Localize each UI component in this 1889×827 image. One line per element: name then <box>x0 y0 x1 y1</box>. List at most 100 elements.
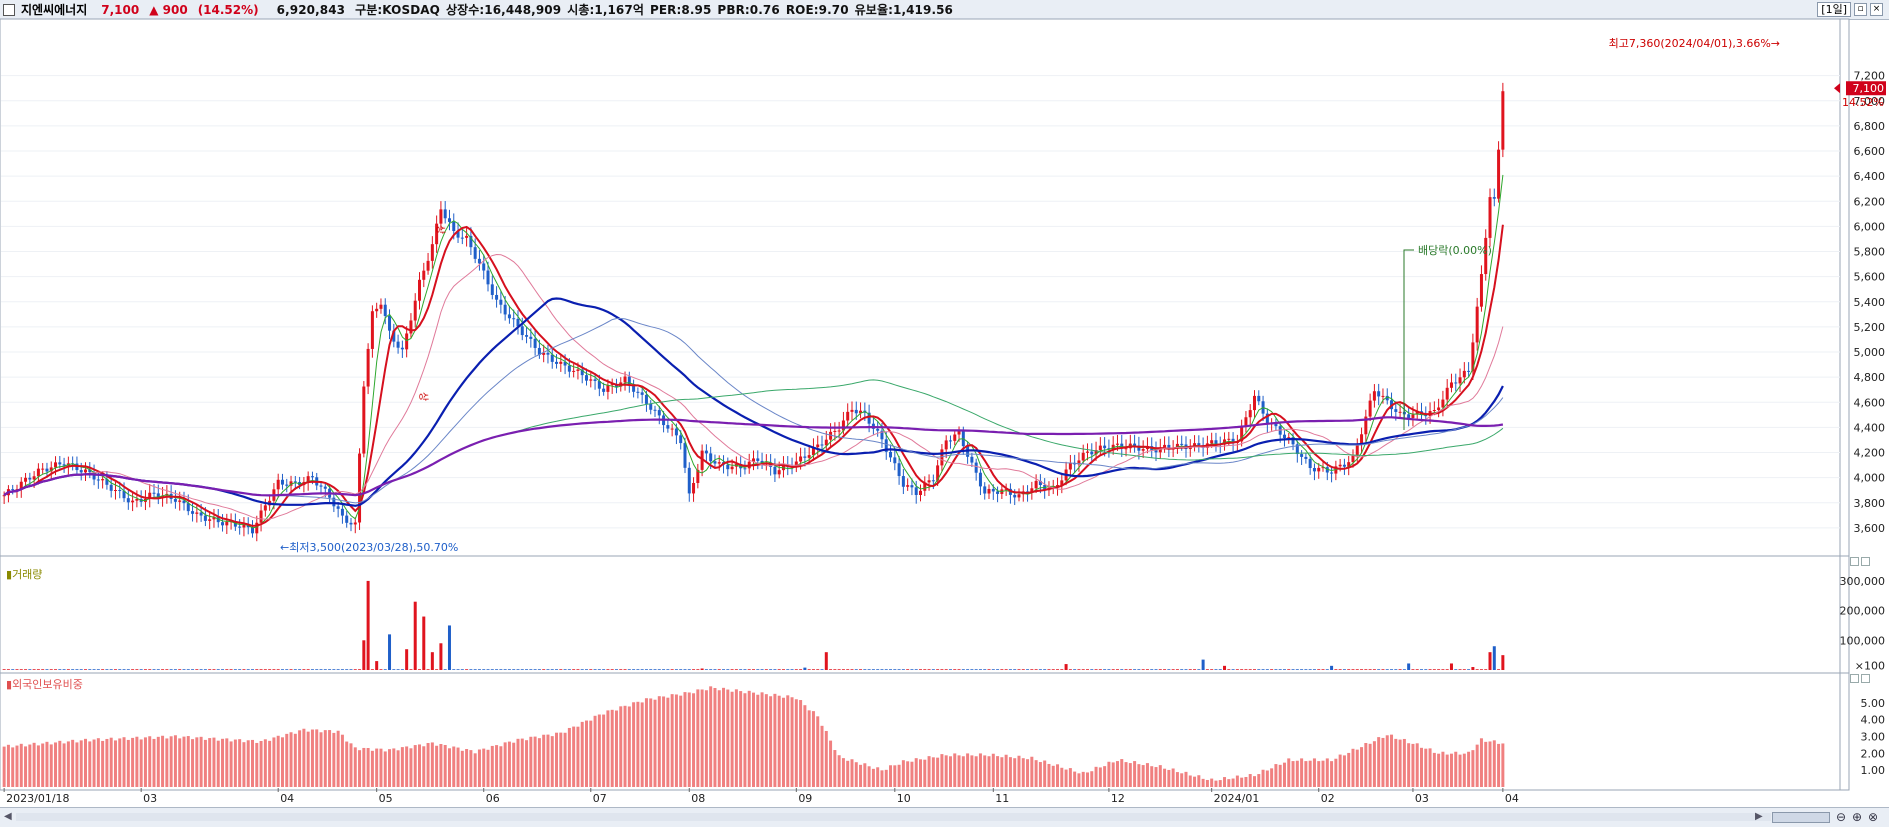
volume-bar <box>19 669 23 670</box>
volume-bar <box>734 669 738 670</box>
x-tick-label: 2023/01/18 <box>6 792 69 805</box>
foreign-ratio-bar <box>28 744 32 787</box>
foreign-ratio-bar <box>79 740 83 787</box>
close-icon[interactable]: × <box>1870 3 1883 16</box>
price-tick-label: 3,600 <box>1854 522 1886 535</box>
foreign-ratio-bar <box>670 694 674 787</box>
scroll-thumb[interactable] <box>1772 812 1830 823</box>
foreign-ratio-bar <box>477 749 481 787</box>
legend-ex-dividend[interactable]: 락 <box>223 20 238 36</box>
foreign-panel-buttons[interactable] <box>1850 674 1870 683</box>
volume-bar <box>1081 669 1085 670</box>
candle-body <box>24 477 28 482</box>
foreign-ratio-bar <box>970 755 974 787</box>
candle-body <box>537 347 541 355</box>
volume-close-icon[interactable] <box>1861 557 1870 566</box>
foreign-ratio-bar <box>1454 751 1458 787</box>
foreign-ratio-bar <box>1043 760 1047 787</box>
foreign-ratio-bar <box>1051 765 1055 787</box>
pbr: PBR:0.76 <box>717 2 780 17</box>
candle-body <box>1342 464 1346 467</box>
foreign-ratio-bar <box>66 741 70 787</box>
candle-body <box>285 484 289 486</box>
volume-bar <box>597 669 601 670</box>
foreign-ratio-bar <box>109 737 113 787</box>
foreign-ratio-bar <box>666 697 670 787</box>
volume-bar <box>1330 665 1334 670</box>
candle-body <box>362 386 366 454</box>
volume-restore-icon[interactable] <box>1850 557 1859 566</box>
volume-bar <box>1295 669 1299 670</box>
candle-body <box>820 444 824 446</box>
candle-body <box>49 467 53 472</box>
candle-body <box>1304 456 1308 459</box>
period-selector[interactable]: [1일] <box>1817 2 1851 17</box>
foreign-ratio-bar <box>602 714 606 787</box>
zoom-out-icon[interactable]: ⊖ <box>1836 810 1847 824</box>
foreign-ratio-bar <box>1278 764 1282 787</box>
foreign-ratio-bar <box>1077 773 1081 787</box>
foreign-ratio-bar <box>1103 766 1107 787</box>
candle-body <box>585 375 588 381</box>
candle-body <box>1312 468 1316 472</box>
candle-body <box>533 338 537 348</box>
dividend-pointer <box>1403 249 1414 430</box>
foreign-restore-icon[interactable] <box>1850 674 1859 683</box>
zoom-in-icon[interactable]: ⊕ <box>1852 810 1863 824</box>
volume-bar <box>974 669 978 670</box>
foreign-ratio-bar <box>1004 754 1008 787</box>
foreign-ratio-bar <box>1231 778 1235 787</box>
foreign-ratio-bar <box>1021 758 1025 787</box>
candle-body <box>944 440 948 450</box>
foreign-ratio-bar <box>987 756 991 787</box>
foreign-ratio-bar <box>310 729 314 787</box>
legend-ma120[interactable]: 120 <box>163 20 189 36</box>
scroll-left-icon[interactable]: ◀ <box>4 811 12 822</box>
legend-ma240[interactable]: 240 <box>193 20 219 36</box>
scroll-track[interactable] <box>16 813 1771 821</box>
foreign-ratio-bar <box>893 765 897 787</box>
legend-ma45[interactable]: 45 <box>117 20 136 36</box>
restore-icon[interactable]: ▫ <box>1854 3 1867 16</box>
legend-ma8[interactable]: 8 <box>78 20 90 36</box>
foreign-ratio-bar <box>1086 772 1089 787</box>
candle-body <box>75 463 79 471</box>
candle-body <box>1300 454 1304 457</box>
foreign-ratio-bar <box>743 693 747 787</box>
volume-panel-buttons[interactable] <box>1850 557 1870 566</box>
candle-body <box>1351 455 1355 463</box>
volume-bar <box>1351 669 1355 670</box>
volume-bar <box>846 669 850 670</box>
legend-price[interactable]: 가격(수정) <box>4 20 58 36</box>
volume-bar <box>833 669 837 670</box>
legend-ma60[interactable]: 60 <box>140 20 159 36</box>
volume-bar <box>225 669 229 670</box>
limit-up-marker: 상 <box>417 392 429 401</box>
zoom-reset-icon[interactable]: ⊗ <box>1868 810 1879 824</box>
select-checkbox[interactable] <box>3 3 15 16</box>
volume-bar <box>1390 669 1394 670</box>
legend-ma20[interactable]: 20 <box>94 20 113 36</box>
foreign-ratio-bar <box>1253 776 1256 787</box>
candle-body <box>109 484 113 491</box>
candle-body <box>1377 391 1381 397</box>
legend-ma5[interactable]: 5 <box>62 20 74 36</box>
candle-body <box>803 456 807 458</box>
volume-bar <box>1385 669 1389 670</box>
candle-body <box>1355 444 1359 456</box>
candle-body <box>525 335 529 337</box>
candle-body <box>1043 485 1047 491</box>
ma45-line <box>3 297 1504 507</box>
foreign-ratio-bar <box>358 750 362 787</box>
candle-body <box>1188 447 1192 450</box>
foreign-close-icon[interactable] <box>1861 674 1870 683</box>
scroll-right-icon[interactable]: ▶ <box>1755 811 1763 822</box>
volume-bar <box>1411 669 1415 670</box>
volume-bar <box>405 649 409 670</box>
volume-bar <box>447 625 451 670</box>
candle-body <box>859 410 863 414</box>
volume-bar <box>1428 669 1432 670</box>
scroll-bar[interactable]: ◀ ▶ ⊖ ⊕ ⊗ <box>0 807 1889 827</box>
volume-bar <box>679 669 683 670</box>
